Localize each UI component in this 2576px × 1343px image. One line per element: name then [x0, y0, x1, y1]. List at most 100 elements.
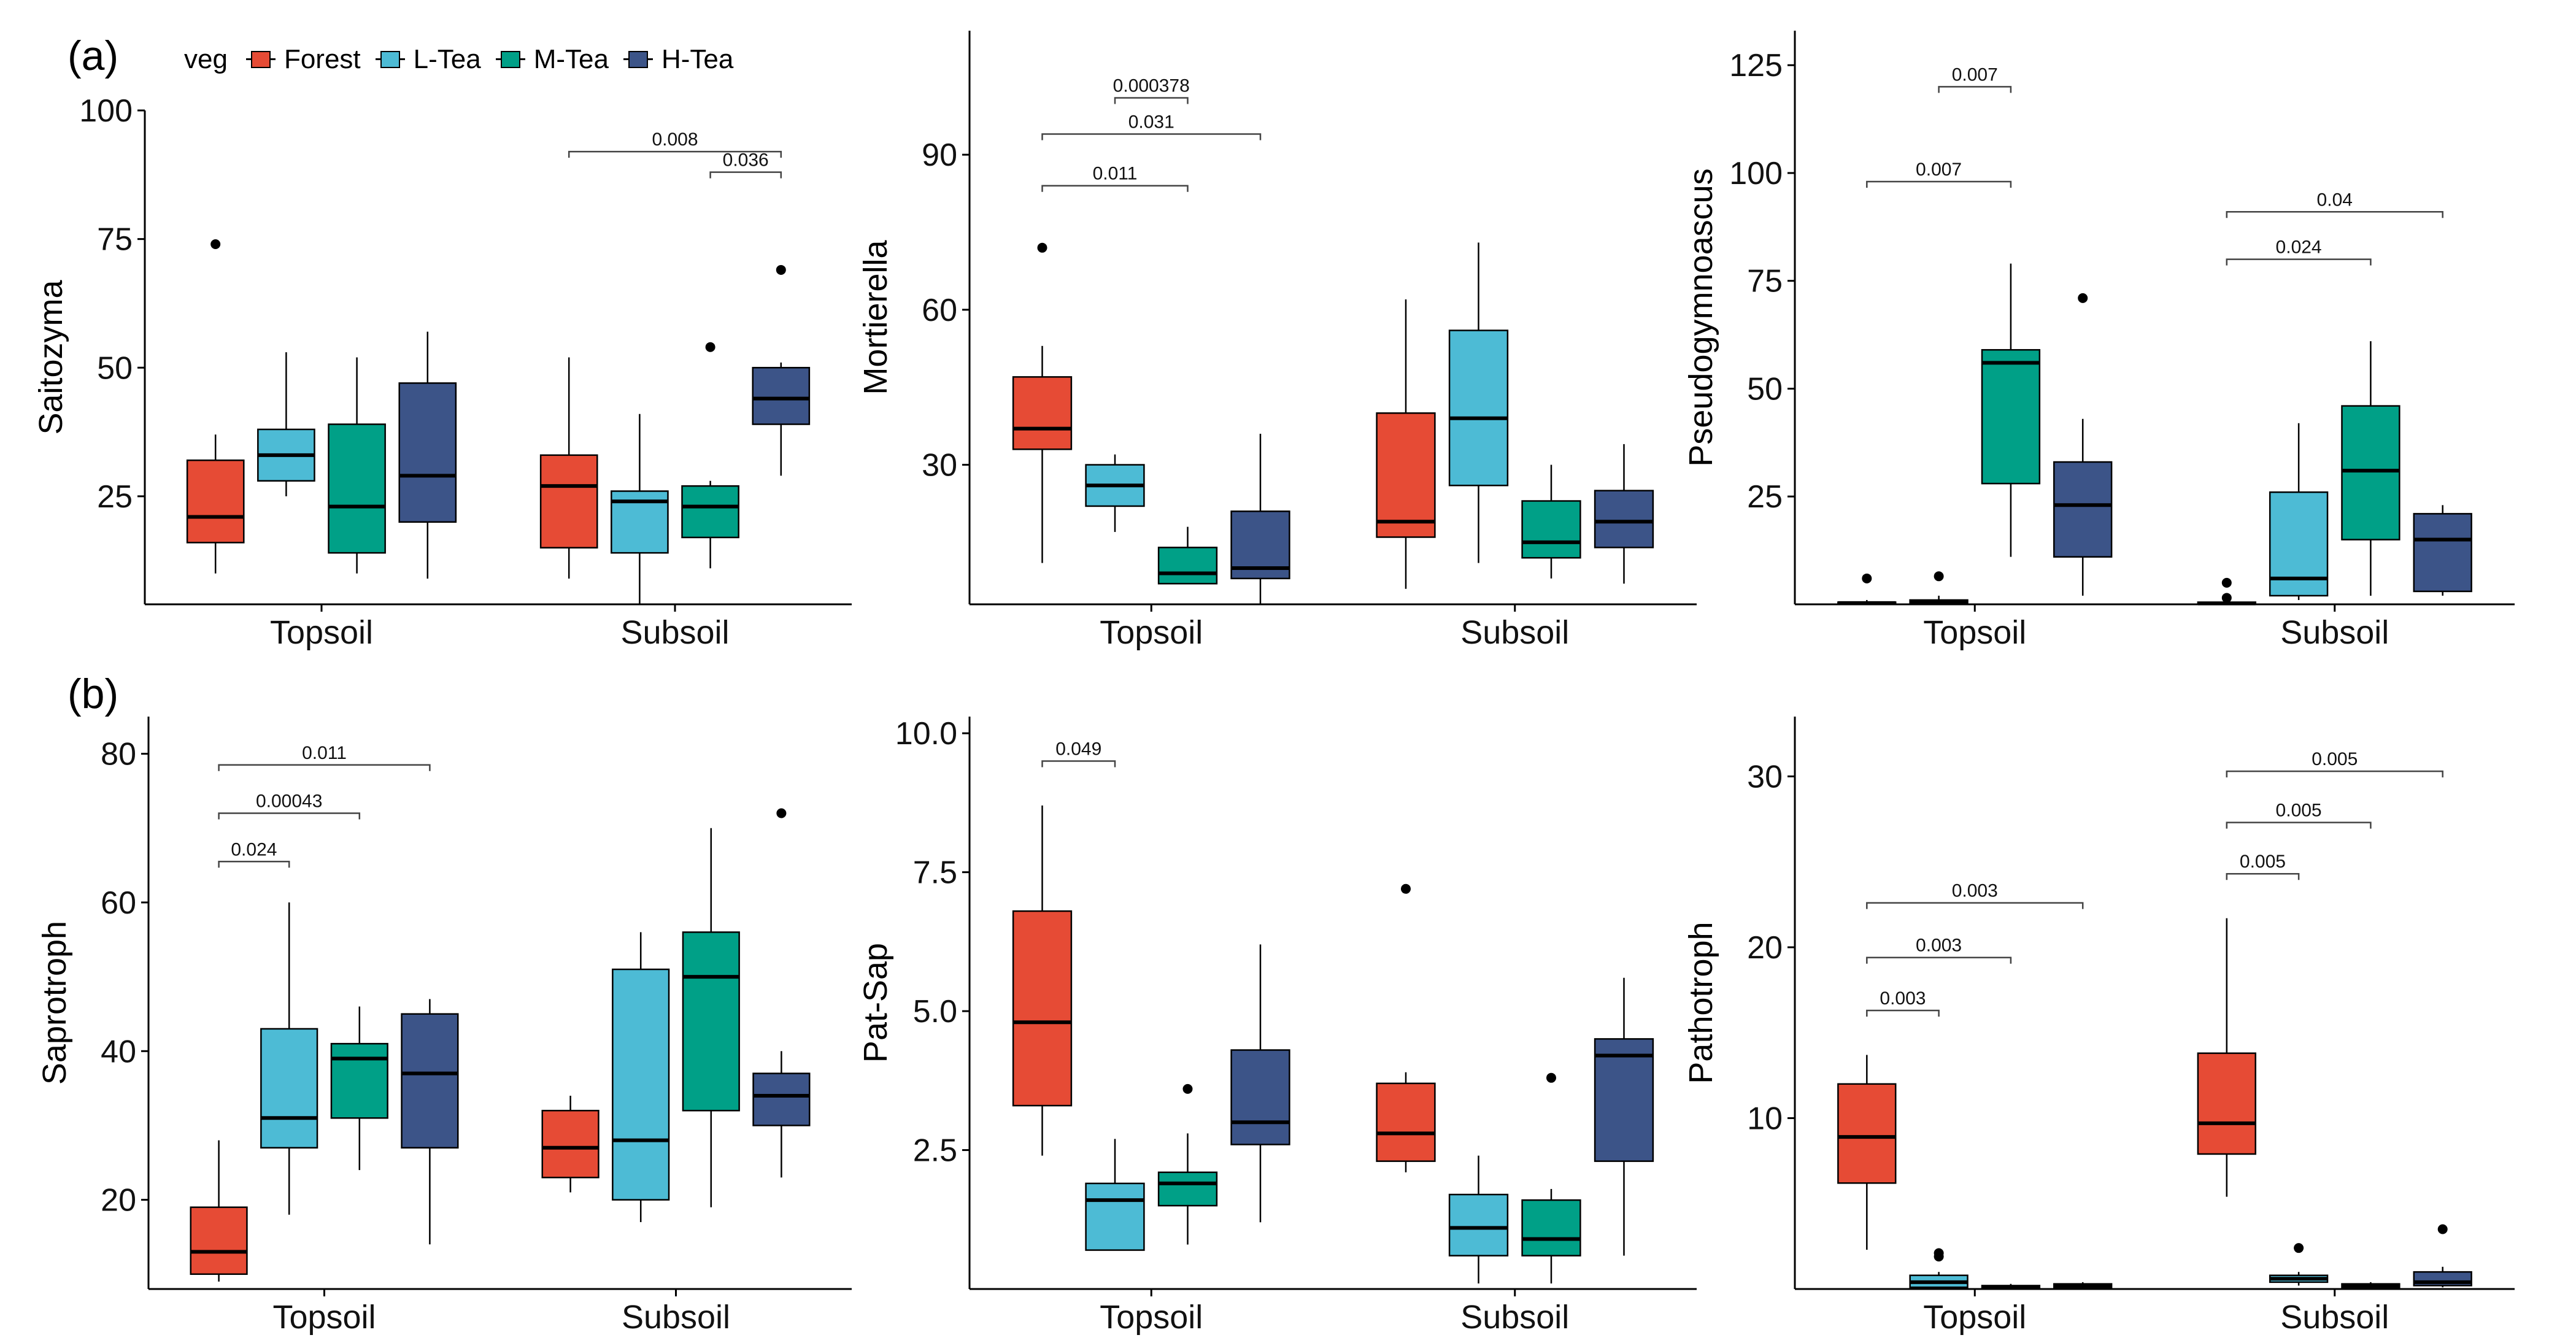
- x-tick-label: Topsoil: [272, 1299, 376, 1336]
- y-tick-label: 90: [922, 137, 957, 173]
- bracket-line: [218, 764, 431, 771]
- box-m-tea-topsoil: [1981, 1283, 2041, 1290]
- box-forest-subsoil: [541, 1095, 600, 1193]
- significance-bracket: 0.007: [1938, 64, 2012, 93]
- box-body: [2413, 513, 2472, 593]
- box-body: [682, 931, 740, 1112]
- p-value-label: 0.036: [723, 150, 769, 171]
- box-h-tea-topsoil: [1230, 434, 1290, 604]
- x-tick-label: Subsoil: [622, 1299, 730, 1336]
- bracket-line: [1866, 180, 2012, 188]
- box-body: [330, 1042, 388, 1119]
- outlier-point: [2294, 1243, 2304, 1253]
- box-l-tea-subsoil: [2269, 1243, 2329, 1286]
- legend-label-m-tea: M-Tea: [533, 44, 609, 74]
- legend-key-m-tea: [495, 45, 525, 74]
- x-tick-label: Topsoil: [1100, 1299, 1203, 1336]
- box-body: [752, 367, 811, 425]
- y-tick-label: 2.5: [913, 1133, 957, 1169]
- box-h-tea-topsoil: [1230, 944, 1290, 1223]
- box-l-tea-subsoil: [2269, 423, 2329, 600]
- y-tick-label: 20: [1747, 930, 1783, 966]
- box-body: [186, 459, 245, 544]
- outlier-point: [2221, 577, 2232, 588]
- y-tick-label: 10: [1747, 1101, 1783, 1136]
- box-forest-topsoil: [1837, 1055, 1897, 1250]
- y-axis-title: Saitozyma: [33, 279, 69, 434]
- significance-bracket: 0.031: [1041, 112, 1262, 140]
- p-value-label: 0.005: [2312, 749, 2358, 769]
- box-forest-subsoil: [2197, 577, 2256, 606]
- outlier-point: [1037, 242, 1047, 253]
- significance-bracket: 0.024: [2226, 237, 2372, 266]
- chart-panel-4: 20 40 60 80 Topsoil Subsoil Saprotroph 0.024 0.0…: [36, 717, 852, 1336]
- y-axis-title: Pseudogymnoascus: [1683, 168, 1719, 466]
- box-body: [1157, 547, 1218, 585]
- bracket-line: [1041, 185, 1189, 192]
- significance-bracket: 0.00043: [218, 791, 361, 820]
- bracket-line: [2226, 258, 2372, 266]
- legend-item-h-tea: H-Tea: [623, 44, 733, 75]
- y-tick-label: 75: [1747, 264, 1783, 299]
- chart-panel-1: 25 50 75 100 Topsoil Subsoil Saitozyma 0.008 0.0…: [33, 93, 852, 651]
- bracket-line: [2226, 872, 2300, 880]
- legend-label-forest: Forest: [283, 44, 361, 74]
- box-m-tea-topsoil: [1981, 263, 2041, 557]
- x-tick-label: Topsoil: [270, 614, 373, 651]
- y-tick-label: 30: [922, 448, 957, 483]
- legend-item-m-tea: M-Tea: [495, 44, 609, 75]
- p-value-label: 0.000378: [1113, 76, 1190, 96]
- x-tick-label: Subsoil: [1460, 614, 1569, 651]
- y-tick-label: 75: [97, 222, 133, 258]
- p-value-label: 0.003: [1880, 988, 1926, 1009]
- x-tick-label: Topsoil: [1923, 1299, 2026, 1336]
- bracket-line: [1866, 902, 2084, 909]
- box-body: [1521, 500, 1581, 559]
- box-m-tea-subsoil: [1521, 464, 1581, 579]
- y-tick-label: 100: [1729, 156, 1783, 191]
- box-h-tea-subsoil: [2413, 1224, 2472, 1288]
- box-l-tea-subsoil: [612, 932, 670, 1222]
- box-forest-subsoil: [539, 357, 598, 579]
- bracket-line: [709, 171, 782, 179]
- p-value-label: 0.003: [1952, 881, 1998, 901]
- p-value-label: 0.007: [1952, 64, 1998, 85]
- box-h-tea-topsoil: [2053, 293, 2113, 596]
- x-tick-label: Topsoil: [1923, 614, 2026, 651]
- outlier-point: [1934, 1252, 1944, 1262]
- box-l-tea-topsoil: [1085, 454, 1145, 533]
- x-tick-label: Subsoil: [2280, 614, 2389, 651]
- chart-panel-2: 30 60 90 Topsoil Subsoil Mortierella 0.011 0.03…: [857, 31, 1697, 651]
- bracket-line: [2226, 211, 2443, 218]
- box-m-tea-subsoil: [2341, 1282, 2401, 1289]
- box-h-tea-topsoil: [398, 331, 457, 579]
- y-tick-label: 25: [1747, 479, 1783, 515]
- box-body: [752, 1072, 811, 1126]
- box-h-tea-subsoil: [2413, 505, 2472, 596]
- outlier-point: [2437, 1224, 2448, 1234]
- y-tick-label: 125: [1729, 48, 1783, 83]
- y-tick-label: 50: [97, 350, 133, 386]
- box-body: [1230, 1049, 1290, 1145]
- box-forest-subsoil: [1376, 883, 1436, 1172]
- box-h-tea-subsoil: [1594, 977, 1654, 1256]
- p-value-label: 0.008: [652, 129, 698, 150]
- p-value-label: 0.024: [2276, 237, 2322, 258]
- box-body: [260, 1028, 318, 1149]
- y-tick-label: 80: [101, 737, 136, 772]
- significance-bracket: 0.024: [218, 839, 290, 868]
- box-forest-topsoil: [190, 1140, 248, 1282]
- y-axis-title: Saprotroph: [36, 921, 73, 1085]
- p-value-label: 0.007: [1916, 160, 1962, 180]
- significance-bracket: 0.005: [2226, 801, 2372, 829]
- box-m-tea-subsoil: [681, 342, 739, 569]
- box-body: [541, 1109, 600, 1179]
- legend-title: veg: [184, 44, 228, 74]
- box-h-tea-subsoil: [752, 808, 811, 1178]
- bracket-line: [218, 861, 290, 868]
- box-l-tea-topsoil: [1909, 571, 1969, 606]
- box-m-tea-topsoil: [1157, 1083, 1218, 1245]
- y-tick-label: 40: [101, 1034, 136, 1069]
- box-body: [2053, 461, 2113, 558]
